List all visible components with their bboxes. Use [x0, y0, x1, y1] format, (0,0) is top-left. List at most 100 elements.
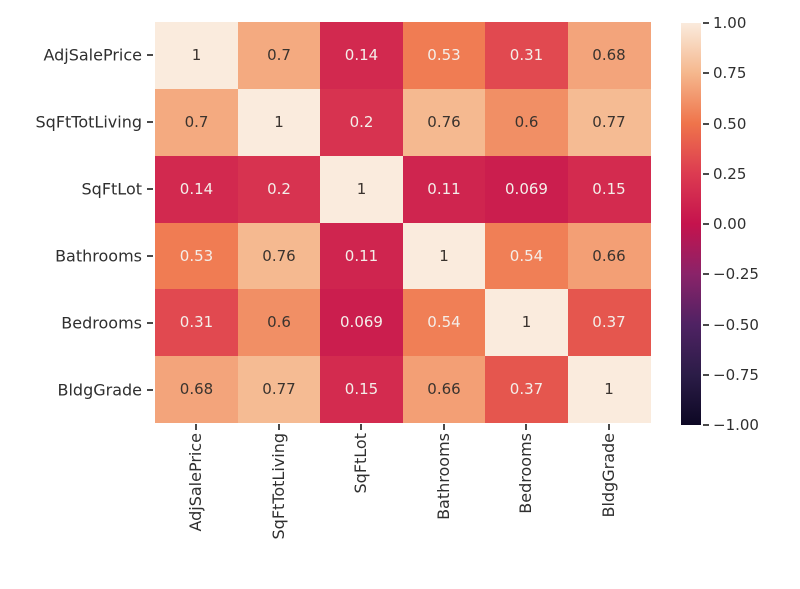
cell-value-label: 1: [521, 313, 532, 332]
colorbar-tick-mark: [703, 424, 709, 426]
cell-value-label: 0.2: [349, 112, 374, 131]
colorbar-tick-label: 0.75: [713, 64, 747, 83]
cell-value-label: 0.66: [427, 380, 461, 399]
heatmap-cell: 0.14: [320, 22, 403, 90]
colorbar-tick-mark: [703, 373, 709, 376]
heatmap-cell: 0.68: [155, 356, 238, 424]
x-tick-label: Bathrooms: [433, 433, 453, 520]
colorbar-tick-mark: [703, 273, 709, 276]
colorbar-tick-mark: [703, 172, 709, 175]
heatmap-cell: 1: [485, 289, 568, 357]
heatmap-cell: 0.68: [567, 22, 651, 90]
cell-value-label: 0.7: [267, 46, 291, 65]
y-tick-mark: [147, 388, 153, 391]
heatmap-cell: 0.6: [237, 289, 321, 357]
cell-value-label: 0.14: [179, 179, 214, 198]
x-tick-mark: [195, 424, 198, 430]
heatmap-cell: 0.31: [155, 289, 238, 357]
cell-value-label: 0.6: [514, 112, 539, 131]
x-tick-mark: [607, 424, 610, 430]
cell-value-label: 1: [604, 380, 614, 399]
colorbar-tick-label: 0.25: [713, 164, 747, 183]
y-tick-label: AdjSalePrice: [43, 45, 142, 65]
y-tick-label: SqFtTotLiving: [35, 112, 142, 132]
heatmap-cell: 0.54: [402, 289, 486, 357]
x-tick-label: SqFtTotLiving: [268, 433, 288, 540]
cell-value-label: 0.54: [509, 246, 544, 265]
cell-value-label: 0.68: [179, 380, 214, 399]
cell-value-label: 0.11: [344, 246, 379, 265]
heatmap-cell: 0.54: [485, 222, 568, 290]
colorbar-gradient: [681, 23, 701, 425]
cell-value-label: 0.15: [344, 380, 379, 399]
heatmap-cell: 0.77: [567, 88, 651, 157]
heatmap-cell: 0.15: [320, 356, 403, 424]
heatmap-cell: 0.2: [320, 88, 403, 157]
x-tick-mark: [360, 424, 363, 430]
heatmap-cell: 0.11: [402, 155, 486, 223]
heatmap-cell: 0.76: [402, 88, 486, 157]
cell-value-label: 0.37: [592, 313, 626, 332]
cell-value-label: 0.14: [344, 46, 379, 65]
colorbar-tick-label: −0.75: [713, 365, 759, 384]
heatmap-cell: 0.7: [237, 22, 321, 90]
y-tick-mark: [147, 254, 153, 257]
heatmap-cell: 1: [567, 356, 651, 424]
colorbar-tick-label: 1.00: [713, 14, 747, 32]
colorbar-tick-mark: [703, 22, 709, 24]
x-tick-label: SqFtLot: [351, 433, 371, 494]
colorbar-tick-label: 0.50: [713, 114, 747, 133]
heatmap-cell: 0.6: [485, 88, 568, 157]
y-tick-mark: [147, 54, 153, 57]
heatmap-cell: 1: [402, 222, 486, 290]
cell-value-label: 0.31: [179, 313, 214, 332]
heatmap-cell: 0.2: [237, 155, 321, 223]
colorbar-tick-mark: [703, 122, 709, 125]
x-tick-mark: [277, 424, 280, 430]
cell-value-label: 0.37: [509, 380, 544, 399]
colorbar-tick-mark: [703, 323, 709, 326]
cell-value-label: 0.15: [592, 179, 626, 198]
heatmap-cell: 0.15: [567, 155, 651, 223]
cell-value-label: 0.6: [267, 313, 291, 332]
cell-value-label: 0.54: [427, 313, 461, 332]
heatmap-cell: 1: [155, 22, 238, 90]
colorbar-tick-label: 0.00: [713, 215, 747, 233]
heatmap-cell: 0.66: [402, 356, 486, 424]
cell-value-label: 0.069: [505, 179, 548, 198]
colorbar-tick-mark: [703, 223, 709, 225]
heatmap-cell: 0.31: [485, 22, 568, 90]
cell-value-label: 1: [191, 46, 202, 65]
cell-value-label: 0.11: [427, 179, 461, 198]
heatmap-cell: 0.53: [155, 222, 238, 290]
heatmap-cell: 0.77: [237, 356, 321, 424]
heatmap-cell: 0.37: [567, 289, 651, 357]
cell-value-label: 0.68: [592, 46, 626, 65]
heatmap-cell: 0.76: [237, 222, 321, 290]
x-tick-label: BldgGrade: [598, 433, 618, 518]
heatmap-cell: 0.66: [567, 222, 651, 290]
cell-value-label: 0.2: [267, 179, 291, 198]
cell-value-label: 1: [356, 179, 367, 198]
cell-value-label: 0.77: [262, 380, 296, 399]
heatmap-cell: 0.37: [485, 356, 568, 424]
heatmap-cell: 0.53: [402, 22, 486, 90]
cell-value-label: 0.7: [184, 112, 209, 131]
cell-value-label: 0.069: [340, 313, 383, 332]
y-tick-mark: [147, 188, 153, 191]
y-tick-label: Bedrooms: [61, 313, 142, 333]
y-tick-label: SqFtLot: [81, 179, 142, 199]
x-tick-label: AdjSalePrice: [186, 433, 206, 532]
cell-value-label: 0.53: [179, 246, 214, 265]
cell-value-label: 0.76: [262, 246, 296, 265]
cell-value-label: 0.76: [427, 112, 461, 131]
y-tick-label: BldgGrade: [57, 380, 142, 400]
x-tick-label: Bedrooms: [516, 433, 536, 514]
colorbar-tick-label: −0.50: [713, 315, 759, 334]
heatmap-cell: 0.069: [485, 155, 568, 223]
cell-value-label: 1: [274, 112, 284, 131]
x-tick-mark: [525, 424, 528, 430]
x-tick-mark: [442, 424, 445, 430]
heatmap-cell: 0.069: [320, 289, 403, 357]
